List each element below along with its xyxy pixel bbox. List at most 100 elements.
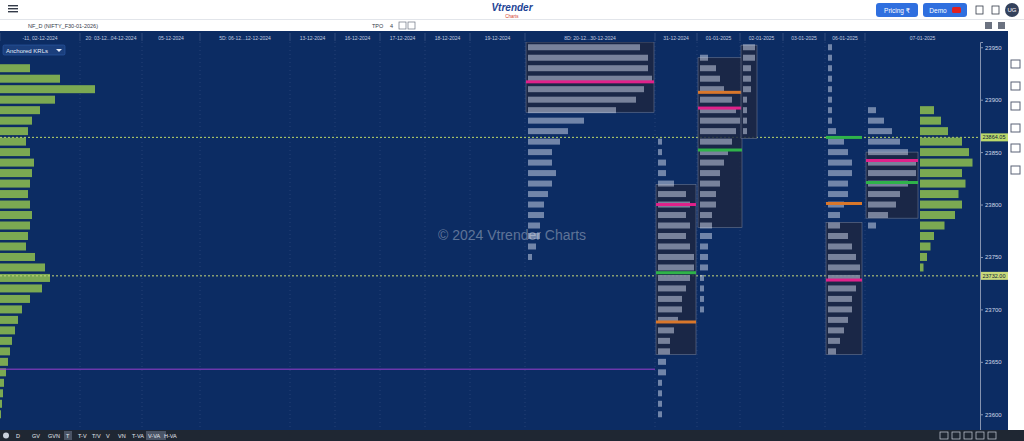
volume-bar: [920, 190, 959, 198]
pricing-label[interactable]: Pricing ₹: [884, 7, 910, 15]
symbol-label[interactable]: NF_D (NIFTY_F30-01-2026): [28, 23, 98, 29]
toolbar-icon[interactable]: [985, 22, 992, 29]
value-area-box: [741, 45, 757, 138]
value-area-box: [866, 152, 918, 218]
tpo-row: [700, 202, 716, 208]
tpo-row: [828, 86, 832, 92]
profile-level: [698, 149, 742, 152]
step-button[interactable]: [399, 22, 406, 29]
side-icon[interactable]: [1011, 82, 1020, 90]
toggle-label[interactable]: D: [16, 433, 20, 439]
toggle-label[interactable]: VN: [118, 433, 126, 439]
toggle-label[interactable]: GVN: [48, 433, 60, 439]
tick-mark: [980, 414, 983, 415]
tpo-value[interactable]: 4: [390, 23, 393, 29]
column-separator: [335, 42, 336, 430]
tpo-row: [658, 285, 686, 291]
toggle-label[interactable]: T: [66, 433, 70, 439]
toggle-label[interactable]: V: [106, 433, 110, 439]
tpo-row: [528, 55, 648, 61]
bottom-icon[interactable]: [952, 432, 960, 439]
step-button[interactable]: [408, 22, 415, 29]
poc-line: [866, 159, 918, 162]
toggle-label[interactable]: T/V: [92, 433, 101, 439]
side-icon[interactable]: [1011, 124, 1020, 132]
tpo-row: [828, 191, 848, 197]
video-icon[interactable]: [952, 7, 961, 13]
demo-label[interactable]: Demo: [929, 7, 947, 14]
toggle-label[interactable]: H-VA: [164, 433, 177, 439]
date-label: 05-12-2024: [158, 35, 184, 41]
side-icon[interactable]: [1011, 60, 1020, 68]
price-label: 23864.05: [983, 134, 1006, 140]
toggle-active[interactable]: [64, 431, 72, 440]
dropdown[interactable]: [3, 45, 65, 55]
tpo-row: [828, 285, 856, 291]
profile-level: [656, 271, 696, 274]
header-separator: [470, 33, 471, 41]
volume-bar: [0, 253, 35, 261]
chart-root: © 2024 Vtrender Charts236002365023700237…: [0, 0, 1024, 441]
tick-mark: [980, 152, 983, 153]
toggle-label[interactable]: T-V: [78, 433, 87, 439]
side-icon[interactable]: [1011, 166, 1020, 174]
toggle-label[interactable]: T-VA: [132, 433, 144, 439]
bottom-icon[interactable]: [964, 432, 972, 439]
menu-icon[interactable]: [8, 8, 18, 9]
toggle-label[interactable]: V-VA: [148, 433, 160, 439]
volume-bar: [920, 242, 931, 250]
user-label[interactable]: UG: [1008, 7, 1017, 13]
value-area-box: [526, 42, 654, 112]
column-separator: [290, 42, 291, 430]
tpo-row: [828, 254, 856, 260]
side-icon[interactable]: [1011, 102, 1020, 110]
toolbar-icon[interactable]: [992, 6, 999, 14]
settings-icon[interactable]: [3, 433, 9, 439]
tpo-row: [528, 254, 532, 260]
dropdown-arrow[interactable]: [56, 49, 62, 52]
toolbar-icon[interactable]: [976, 6, 983, 14]
tpo-row: [828, 212, 840, 218]
menu-icon[interactable]: [8, 5, 18, 6]
tpo-row: [658, 296, 682, 302]
tpo-row: [700, 170, 720, 176]
tpo-row: [743, 128, 747, 134]
volume-bar: [0, 400, 2, 408]
tpo-row: [828, 348, 836, 354]
bottom-icon[interactable]: [988, 432, 996, 439]
price-label-box: [981, 272, 1008, 280]
header-separator: [783, 33, 784, 41]
menu-icon[interactable]: [8, 11, 18, 12]
tpo-row: [868, 191, 900, 197]
bottom-toolbar: [0, 430, 1024, 441]
bottom-icon[interactable]: [940, 432, 948, 439]
tpo-row: [658, 212, 686, 218]
date-label: 13-12-2024: [300, 35, 326, 41]
tick-mark: [980, 362, 983, 363]
plot-background: [0, 31, 1008, 430]
user-avatar[interactable]: [1005, 3, 1019, 17]
tpo-row: [828, 149, 848, 155]
date-label: 16-12-2024: [345, 35, 371, 41]
volume-bar: [0, 410, 1, 418]
logo[interactable]: Vtrender: [491, 2, 533, 13]
tpo-row: [828, 317, 848, 323]
tpo-row: [658, 348, 670, 354]
toolbar-icon[interactable]: [998, 22, 1005, 29]
y-axis: 2360023650237002375023800238502390023950: [980, 43, 1002, 431]
toggle-active[interactable]: [146, 431, 166, 440]
value-area-box: [698, 58, 742, 228]
date-label: 17-12-2024: [390, 35, 416, 41]
column-separator: [380, 42, 381, 430]
dropdown-label[interactable]: Anchored KRLs: [6, 48, 48, 54]
tpo-row: [658, 369, 666, 375]
toggle-label[interactable]: GV: [32, 433, 40, 439]
volume-bar: [0, 127, 28, 135]
pricing-button[interactable]: [876, 3, 918, 17]
volume-bar: [920, 117, 941, 125]
volume-bar: [0, 180, 30, 188]
side-icon[interactable]: [1011, 144, 1020, 152]
demo-button[interactable]: [923, 3, 967, 17]
date-label: 07-01-2025: [910, 35, 936, 41]
bottom-icon[interactable]: [976, 432, 984, 439]
